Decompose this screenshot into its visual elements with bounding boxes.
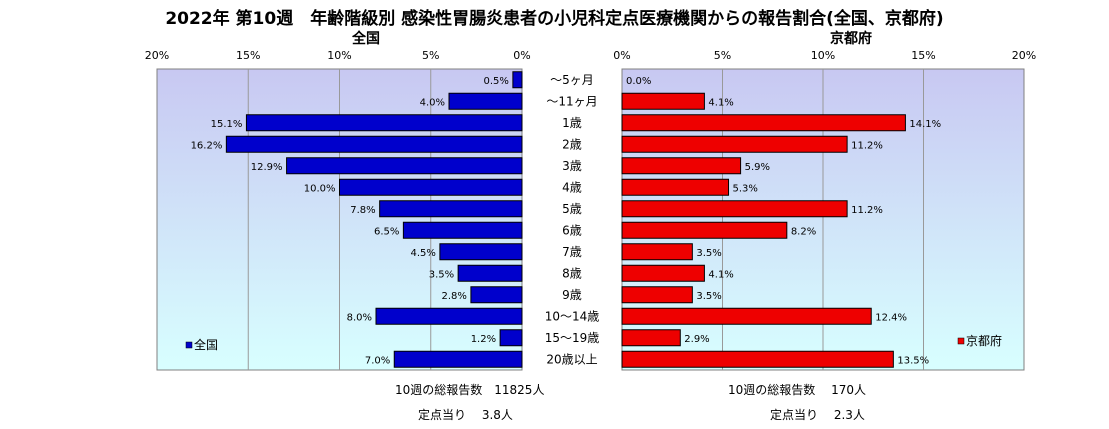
category-label: 1歳 <box>562 116 582 130</box>
data-label-kyoto: 0.0% <box>626 76 651 87</box>
data-label-kyoto: 4.1% <box>708 269 733 280</box>
legend-swatch-kyoto <box>957 337 965 345</box>
bar-kyoto <box>621 157 742 175</box>
bar-national <box>512 71 523 89</box>
tick-label-national: 15% <box>236 49 260 62</box>
tick-label-national: 20% <box>145 49 169 62</box>
data-label-kyoto: 3.5% <box>696 291 721 302</box>
panel-label-kyoto: 京都府 <box>830 31 872 47</box>
bar-kyoto <box>621 221 788 239</box>
data-label-national: 3.5% <box>429 269 454 280</box>
bar-kyoto <box>621 135 848 153</box>
data-label-national: 2.8% <box>441 291 466 302</box>
data-label-kyoto: 2.9% <box>684 334 709 345</box>
bar-national <box>286 157 523 175</box>
legend-label-kyoto: 京都府 <box>966 333 1002 348</box>
tick-label-national: 5% <box>422 49 439 62</box>
data-label-national: 12.9% <box>251 162 283 173</box>
category-label: 2歳 <box>562 137 582 151</box>
bar-kyoto <box>621 350 894 368</box>
data-label-kyoto: 5.3% <box>733 183 758 194</box>
tick-label-kyoto: 0% <box>613 49 630 62</box>
data-label-national: 6.5% <box>374 226 399 237</box>
tick-label-national: 10% <box>327 49 351 62</box>
bar-kyoto <box>621 200 848 218</box>
bar-national <box>339 178 523 196</box>
data-label-national: 0.5% <box>483 76 508 87</box>
data-label-national: 8.0% <box>347 312 372 323</box>
panel-label-national: 全国 <box>352 31 380 47</box>
bar-national <box>375 307 523 325</box>
bar-kyoto <box>621 243 693 261</box>
bar-national <box>448 92 523 110</box>
category-label: 6歳 <box>562 223 582 237</box>
category-label: 8歳 <box>562 266 582 280</box>
bar-national <box>393 350 523 368</box>
kyoto-per-sentinel: 定点当り 2.3人 <box>770 408 865 422</box>
bar-kyoto <box>621 307 872 325</box>
tick-label-national: 0% <box>513 49 530 62</box>
bar-kyoto <box>621 92 705 110</box>
data-label-kyoto: 5.9% <box>745 162 770 173</box>
bar-national <box>245 114 523 132</box>
category-label: 3歳 <box>562 159 582 173</box>
data-label-national: 15.1% <box>211 119 243 130</box>
bar-kyoto <box>621 286 693 304</box>
data-label-kyoto: 12.4% <box>875 312 907 323</box>
kyoto-total-reports: 10週の総報告数 170人 <box>728 383 866 397</box>
tick-label-kyoto: 20% <box>1012 49 1036 62</box>
data-label-national: 16.2% <box>191 140 223 151</box>
tick-label-kyoto: 10% <box>811 49 835 62</box>
data-label-kyoto: 14.1% <box>909 119 941 130</box>
bar-national <box>457 264 523 282</box>
bar-national <box>439 243 523 261</box>
data-label-national: 10.0% <box>304 183 336 194</box>
bar-national <box>402 221 523 239</box>
category-label: 7歳 <box>562 245 582 259</box>
bar-kyoto <box>621 114 906 132</box>
data-label-kyoto: 11.2% <box>851 140 883 151</box>
data-label-national: 7.0% <box>365 355 390 366</box>
data-label-kyoto: 8.2% <box>791 226 816 237</box>
bar-national <box>379 200 523 218</box>
tick-label-kyoto: 15% <box>911 49 935 62</box>
national-total-reports: 10週の総報告数 11825人 <box>395 383 545 397</box>
bar-kyoto <box>621 329 681 347</box>
bar-kyoto <box>621 178 730 196</box>
chart-title: 2022年 第10週 年齢階級別 感染性胃腸炎患者の小児科定点医療機関からの報告… <box>165 9 944 29</box>
data-label-kyoto: 13.5% <box>897 355 929 366</box>
category-label: ～11ヶ月 <box>546 94 597 108</box>
bar-national <box>225 135 523 153</box>
legend-label-national: 全国 <box>194 337 218 352</box>
legend-swatch-national <box>185 341 193 349</box>
data-label-national: 1.2% <box>471 334 496 345</box>
data-label-kyoto: 3.5% <box>696 248 721 259</box>
tick-label-kyoto: 5% <box>714 49 731 62</box>
category-label: ～5ヶ月 <box>550 73 594 87</box>
category-label: 5歳 <box>562 202 582 216</box>
data-label-national: 7.8% <box>350 205 375 216</box>
data-label-national: 4.5% <box>410 248 435 259</box>
data-label-kyoto: 11.2% <box>851 205 883 216</box>
data-label-national: 4.0% <box>420 97 445 108</box>
category-label: 4歳 <box>562 180 582 194</box>
bar-national <box>470 286 523 304</box>
category-label: 10～14歳 <box>545 309 600 323</box>
category-label: 20歳以上 <box>546 352 597 366</box>
national-per-sentinel: 定点当り 3.8人 <box>418 408 513 422</box>
bar-national <box>499 329 523 347</box>
bar-kyoto <box>621 264 705 282</box>
category-label: 9歳 <box>562 288 582 302</box>
data-label-kyoto: 4.1% <box>708 97 733 108</box>
category-label: 15～19歳 <box>545 331 600 345</box>
